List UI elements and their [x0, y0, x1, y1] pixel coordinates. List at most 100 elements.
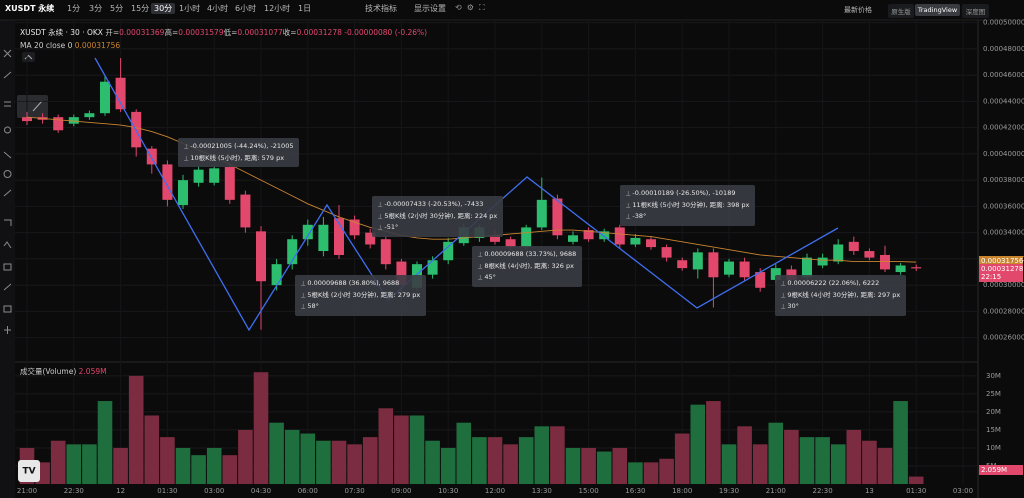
measurement-box: -0.00007433 (-20.53%), -7433 5根K线 (2小时 30…	[372, 196, 504, 237]
axes: 0.00050000 0.00048000 0.00046000 0.00044000…	[17, 19, 1024, 495]
volume-bar	[440, 447, 456, 484]
volume-bar	[472, 437, 487, 484]
volume-bar	[456, 422, 472, 484]
interval[interactable]: 1小时	[179, 4, 201, 13]
tool-icon[interactable]	[3, 189, 12, 197]
x-tick-label: 04:30	[251, 487, 271, 495]
y-tick-label: 0.00026000	[983, 334, 1024, 342]
candle-body	[505, 239, 516, 248]
y-tick-label: 0.00046000	[983, 71, 1024, 79]
candle-body	[521, 227, 532, 248]
measurement-box: -0.00010189 (-26.50%), -10189 11根K线 (5小时 …	[620, 185, 756, 226]
candle-body	[427, 260, 438, 275]
measurement-line: 58°	[301, 301, 420, 313]
interval[interactable]: 12小时	[264, 4, 291, 13]
measurement-line: -0.00021005 (-44.24%), -21005	[184, 141, 293, 153]
collapse-icon	[24, 54, 33, 60]
interval[interactable]: 15分	[131, 4, 150, 13]
ohlc-label: 开=	[105, 28, 120, 37]
ohlc: 开=0.00031369高=0.00031579低=0.00031077收=0.…	[105, 28, 342, 37]
interval[interactable]: 1分	[67, 4, 81, 13]
measurement-line: -0.00010189 (-26.50%), -10189	[626, 188, 749, 200]
tool-icon[interactable]	[4, 326, 11, 334]
display-settings[interactable]: 显示设置	[414, 4, 446, 13]
volume-bar	[50, 440, 66, 484]
candle-body	[162, 164, 173, 200]
tool-icon[interactable]	[3, 151, 12, 159]
indicators[interactable]: 技术指标	[365, 4, 397, 13]
y-tick-label: 0.00038000	[983, 176, 1024, 184]
tool-icon[interactable]	[3, 170, 12, 178]
y-tick-label: 0.00028000	[983, 307, 1024, 315]
tool-icon[interactable]	[4, 101, 11, 107]
tool-icon[interactable]	[3, 283, 12, 291]
tool-icon[interactable]	[3, 305, 12, 313]
tool-icon[interactable]	[4, 126, 11, 134]
measurement-text: 5根K线 (2小时 30分钟), 距离: 279 px	[301, 291, 420, 299]
volume-bar	[97, 401, 113, 484]
candle-body	[552, 198, 563, 236]
x-tick-label: 01:30	[906, 487, 926, 495]
measurement-line: -51°	[378, 222, 497, 234]
measurement-line: 30°	[781, 301, 900, 313]
interval[interactable]: 6小时	[235, 4, 257, 13]
candle-body	[334, 218, 344, 255]
symbol[interactable]: XUSDT 永续	[5, 4, 55, 13]
countdown: 22:15	[981, 273, 1002, 282]
ma-line	[26, 116, 917, 263]
x-tick-label: 15:00	[579, 487, 599, 495]
interval[interactable]: 3分	[89, 4, 103, 13]
x-tick-label: 19:30	[719, 487, 739, 495]
measurement-line: 9根K线 (4小时 30分钟), 距离: 297 px	[781, 290, 900, 302]
measurement-line: 5根K线 (2小时 30分钟), 距离: 224 px	[378, 211, 497, 223]
tool-icon[interactable]	[4, 219, 12, 226]
candle-body	[193, 169, 204, 183]
tool-icon[interactable]	[3, 49, 12, 58]
x-tick-label: 18:00	[672, 487, 692, 495]
tool-icon[interactable]	[3, 71, 12, 79]
ohlc-label: 低=	[223, 28, 238, 37]
x-tick-label: 21:00	[766, 487, 786, 495]
sidebar	[0, 20, 15, 498]
toolbar-icons[interactable]: ⟲ ⚙ ⛶	[455, 3, 485, 12]
volume-bar	[550, 426, 565, 484]
interval[interactable]: 4小时	[207, 4, 229, 13]
measurement-line: 5根K线 (2小时 30分钟), 距离: 279 px	[301, 290, 420, 302]
measurement-line: 45°	[478, 272, 576, 284]
volume-bar	[893, 401, 908, 484]
candle-body	[692, 252, 703, 270]
interval[interactable]: 30分	[151, 3, 176, 14]
view-tab[interactable]: 原生版	[888, 4, 914, 18]
volume-bar	[378, 408, 394, 484]
y-tick-label: 0.00030000	[983, 281, 1024, 289]
measurement-box: 0.00009688 (33.73%), 9688 8根K线 (4小时), 距离:…	[472, 246, 583, 287]
x-tick-label: 07:30	[345, 487, 365, 495]
price-mode[interactable]: 最新价格	[844, 6, 872, 14]
tool-icon[interactable]	[3, 263, 12, 271]
candle-body	[365, 232, 376, 245]
ohlc-value: 0.00031077	[237, 28, 283, 37]
volume-tick-label: 15M	[986, 426, 1001, 434]
view-tab[interactable]: 深度图	[962, 4, 989, 18]
ohlc-value: 0.00031278	[296, 28, 342, 37]
collapse-button[interactable]	[22, 52, 35, 62]
interval[interactable]: 1日	[298, 4, 312, 13]
volume-bar	[316, 440, 331, 484]
volume-bars	[19, 372, 924, 484]
interval[interactable]: 5分	[110, 4, 124, 13]
tool-icon[interactable]	[3, 241, 12, 249]
volume-value: 2.059M	[78, 367, 107, 376]
candle-body	[68, 117, 79, 124]
volume-bar	[908, 476, 924, 484]
measurement-box: 0.00009688 (36.80%), 9688 5根K线 (2小时 30分钟)…	[295, 275, 427, 316]
y-tick-label: 0.00048000	[983, 45, 1024, 53]
candle-body	[786, 269, 797, 280]
volume-bar	[269, 422, 284, 484]
floating-tool[interactable]	[17, 95, 48, 118]
ohlc-value: 0.00031369	[119, 28, 165, 37]
candle-body	[53, 117, 64, 131]
view-tab[interactable]: TradingView	[915, 4, 960, 16]
y-tick-label: 0.00042000	[983, 124, 1024, 132]
candle-body	[224, 167, 235, 200]
